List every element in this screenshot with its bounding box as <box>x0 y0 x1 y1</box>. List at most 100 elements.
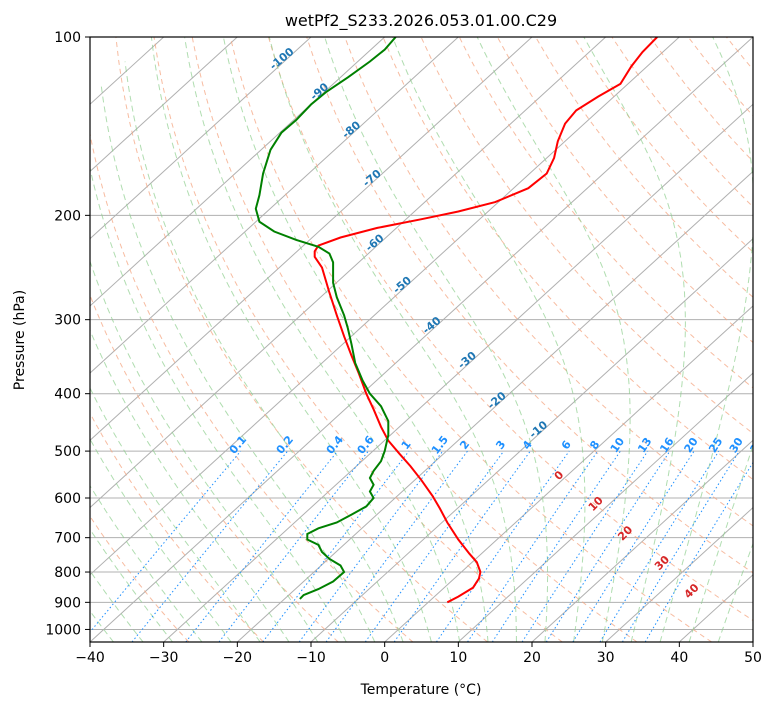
moist-adiabat-line <box>476 37 631 642</box>
isotherm-line <box>90 37 238 173</box>
moist-adiabat-line <box>90 259 319 642</box>
isotherm-line <box>90 37 312 240</box>
dry-adiabat-label: -60 <box>363 231 387 254</box>
moist-adiabat-line <box>659 37 753 642</box>
mixing-ratio-line <box>364 450 505 642</box>
moist-adiabat-line <box>392 37 586 642</box>
dry-adiabat-label: -10 <box>527 418 551 441</box>
mixing-ratio-label: 10 <box>608 435 628 455</box>
x-tick-label: 20 <box>523 650 541 666</box>
mixing-ratio-label: 0.1 <box>227 433 250 456</box>
mixing-ratio-line <box>467 450 599 642</box>
y-axis-ticks: 100 200 300 400 500 600 700 800 900 1000 <box>45 30 90 638</box>
chart-title: wetPf2_S233.2026.053.01.00.C29 <box>285 11 557 31</box>
mixing-ratio-line <box>521 450 649 642</box>
mixing-ratio-label: 13 <box>635 435 654 455</box>
dry-adiabats <box>90 37 775 642</box>
dry-adiabat-line <box>115 37 488 642</box>
moist-adiabat-line <box>150 37 432 642</box>
dry-adiabat-line <box>765 37 775 642</box>
x-tick-label: 30 <box>597 650 615 666</box>
mixing-ratio-line <box>621 450 740 642</box>
moist-adiabat-line <box>268 37 517 642</box>
isotherm-line <box>90 37 533 442</box>
mixing-ratio-label: 25 <box>706 435 725 455</box>
mixing-ratio-label: 1.5 <box>429 433 451 456</box>
y-tick-label: 100 <box>54 30 81 46</box>
moist-adiabat-line <box>688 444 753 642</box>
moist-adiabat-line <box>90 484 203 642</box>
isotherm-line <box>384 305 753 642</box>
dry-adiabat-label: -20 <box>485 389 509 412</box>
x-tick-label: 50 <box>744 650 762 666</box>
mixing-ratio-line <box>545 450 671 642</box>
dry-adiabat-line <box>90 412 264 642</box>
isotherm-line <box>531 439 753 642</box>
moist-adiabat-line <box>100 83 376 642</box>
mixing-ratio-line <box>298 450 444 642</box>
y-tick-label: 500 <box>54 444 81 460</box>
dry-adiabat-line <box>90 131 414 642</box>
dry-adiabat-line <box>268 37 753 622</box>
y-tick-label: 200 <box>54 208 81 224</box>
moist-adiabat-line <box>324 37 549 642</box>
mixing-ratio-line <box>90 450 242 633</box>
isotherm-line <box>163 103 753 642</box>
isotherm-line <box>605 506 753 642</box>
moist-adiabat-line <box>90 438 232 642</box>
isotherm-line <box>752 641 753 642</box>
dry-adiabat-label: -40 <box>420 314 444 337</box>
mixing-ratio-label: 0.4 <box>324 433 347 457</box>
y-tick-label: 1000 <box>45 622 81 638</box>
grid-lines <box>90 37 753 642</box>
y-tick-label: 600 <box>54 491 81 507</box>
dry-adiabat-line <box>153 37 563 642</box>
x-axis-ticks: −40 −30 −20 −10 0 10 20 30 40 50 <box>75 642 762 666</box>
x-tick-label: 40 <box>670 650 688 666</box>
isotherm-line <box>90 37 753 642</box>
y-tick-label: 400 <box>54 387 81 403</box>
y-tick-label: 900 <box>54 595 81 611</box>
isotherm-line <box>90 37 386 307</box>
mixing-ratio-line <box>491 450 621 642</box>
mixing-ratio-label: 8 <box>587 438 602 452</box>
dry-adiabat-line <box>687 37 753 117</box>
y-tick-label: 700 <box>54 531 81 547</box>
dry-adiabat-label: -90 <box>308 80 332 103</box>
mixing-ratio-line <box>644 461 753 642</box>
moist-adiabat-label: 0 <box>552 468 567 483</box>
x-tick-label: 10 <box>449 650 467 666</box>
dry-adiabat-label: -80 <box>340 118 364 141</box>
dry-adiabat-line <box>90 293 339 642</box>
mixing-ratio-line <box>131 450 288 642</box>
mixing-ratio-label: 30 <box>727 435 746 455</box>
dry-adiabat-line <box>726 37 753 71</box>
moist-adiabat-label: 40 <box>682 581 702 601</box>
x-tick-label: −20 <box>223 650 253 666</box>
mixing-ratio-label: 3 <box>493 438 508 452</box>
moist-adiabat-line <box>222 37 489 642</box>
mixing-ratio-label: 1 <box>399 438 414 452</box>
dry-adiabat-line <box>611 37 753 208</box>
moist-adiabats <box>90 37 753 642</box>
dry-adiabat-line <box>573 37 753 253</box>
dry-adiabat-line <box>496 37 753 344</box>
isotherm-line <box>90 37 459 374</box>
moist-adiabat-line <box>717 542 753 642</box>
moist-adiabat-line <box>90 165 347 642</box>
y-tick-label: 300 <box>54 313 81 329</box>
x-tick-label: −30 <box>149 650 179 666</box>
mixing-ratio-label: 0.2 <box>274 433 296 456</box>
mixing-ratio-line <box>599 450 720 642</box>
dry-adiabat-line <box>90 515 190 642</box>
mixing-ratio-line <box>572 450 695 642</box>
isotherm-line <box>310 237 753 642</box>
mixing-ratio-lines <box>90 450 753 642</box>
mixing-ratio-line <box>185 450 338 642</box>
isotherm-line <box>457 372 753 642</box>
moist-adiabat-line <box>90 387 261 642</box>
mixing-ratio-label: 16 <box>657 435 677 455</box>
profile-lines <box>254 37 658 604</box>
mixing-ratio-label: 0.6 <box>355 433 378 457</box>
